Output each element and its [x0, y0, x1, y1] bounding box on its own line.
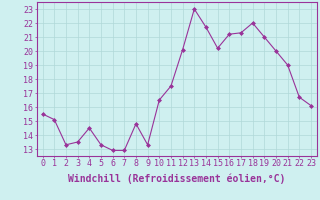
X-axis label: Windchill (Refroidissement éolien,°C): Windchill (Refroidissement éolien,°C)	[68, 173, 285, 184]
